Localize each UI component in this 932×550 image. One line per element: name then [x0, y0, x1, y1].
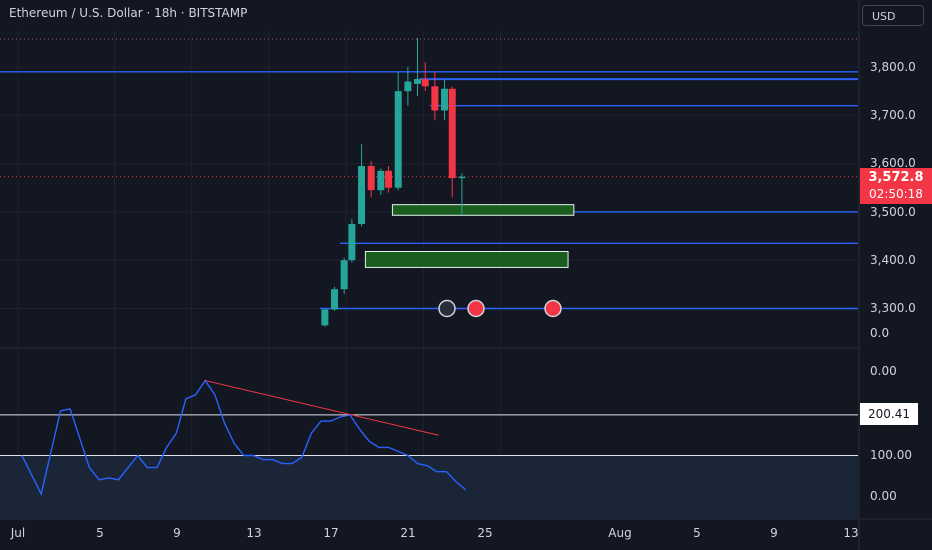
indicator-marked-value: 200.41 [860, 403, 918, 425]
last-price-value: 3,572.8 [868, 170, 924, 185]
demand-zone [391, 204, 575, 216]
time-axis-label: Aug [608, 526, 632, 540]
bar-countdown: 02:50:18 [869, 187, 923, 201]
candle-body [367, 166, 375, 191]
candle-body [340, 260, 348, 290]
candle-body [448, 88, 456, 179]
candle-body [421, 79, 429, 87]
demand-zone [364, 251, 569, 268]
indicator-band [0, 455, 858, 519]
time-axis-label: 5 [96, 526, 104, 540]
candle-body [331, 289, 339, 310]
candle-body [358, 166, 366, 224]
candle-body [385, 170, 393, 188]
candle-body [441, 88, 449, 111]
candle-body [377, 170, 385, 191]
price-axis-label: 3,700.0 [870, 108, 916, 122]
candle-body [404, 81, 412, 92]
indicator-axis-label: 0.00 [870, 489, 897, 503]
lightning-event-icon [438, 299, 456, 318]
time-axis-label: 17 [323, 526, 339, 540]
indicator-axis-label: 100.00 [870, 448, 912, 462]
symbol-title[interactable]: Ethereum / U.S. Dollar · 18h · BITSTAMP [9, 6, 248, 20]
price-axis-label: 3,400.0 [870, 253, 916, 267]
candle-body [414, 79, 422, 84]
time-axis-label: Jul [10, 526, 26, 540]
candle-body [458, 176, 466, 179]
us-flag-event-icon [544, 299, 562, 318]
price-axis-label: 3,600.0 [870, 156, 916, 170]
candle-body [321, 309, 329, 326]
indicator-axis-label: 0.00 [870, 364, 897, 378]
us-flag-event-icon [467, 299, 485, 318]
indicator-line [21, 379, 467, 497]
price-axis-label: 3,300.0 [870, 301, 916, 315]
price-axis-label: 0.0 [870, 326, 890, 340]
price-axis-label: 3,500.0 [870, 205, 916, 219]
last-price-badge: 3,572.8 02:50:18 [860, 168, 932, 204]
candle-body [348, 223, 356, 261]
time-axis-label: 9 [173, 526, 181, 540]
candle-body [394, 91, 402, 188]
time-axis-label: 25 [477, 526, 493, 540]
time-axis-label: 5 [693, 526, 701, 540]
indicator-trendline [205, 380, 439, 436]
time-axis-label: 21 [400, 526, 416, 540]
time-axis-label: 9 [770, 526, 778, 540]
time-axis-label: 13 [246, 526, 262, 540]
currency-button[interactable]: USD [862, 5, 924, 26]
time-axis-label: 13 [843, 526, 859, 540]
price-axis-label: 3,800.0 [870, 60, 916, 74]
candle-body [431, 86, 439, 111]
